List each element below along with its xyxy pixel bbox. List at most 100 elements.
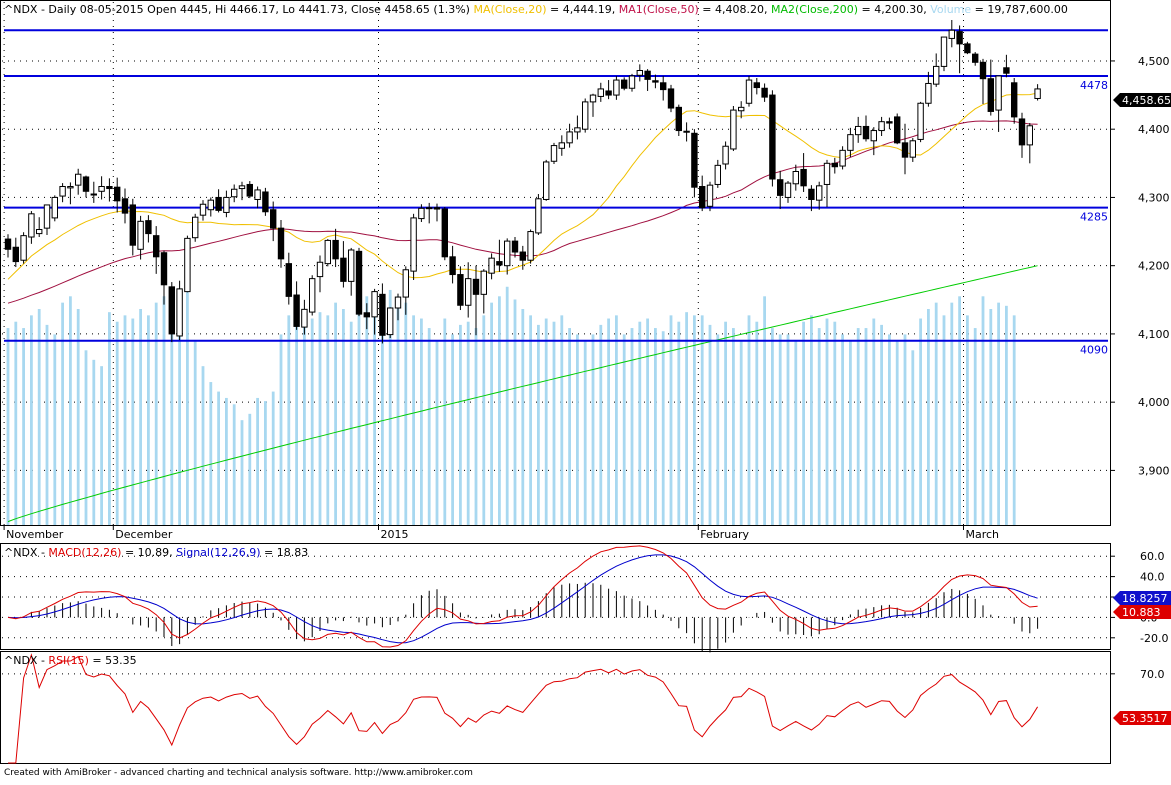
candle — [855, 116, 862, 143]
volume-bar — [53, 334, 57, 525]
candle — [979, 58, 987, 104]
candle-body — [621, 79, 628, 89]
candle — [995, 75, 1002, 132]
volume-bar — [677, 321, 681, 525]
rsi-plot: 70.0 — [2, 653, 1165, 764]
volume-bar — [193, 340, 197, 525]
candle — [652, 74, 659, 89]
volume-bar — [981, 296, 985, 525]
candle — [964, 41, 971, 55]
volume-bar — [685, 312, 688, 525]
candle-body — [808, 188, 815, 200]
candle — [597, 82, 604, 102]
candle-body — [433, 207, 441, 210]
candle-body — [839, 149, 846, 167]
candle — [901, 123, 909, 175]
candle-body — [675, 106, 682, 132]
candle-body — [192, 216, 199, 239]
candle-body — [238, 185, 246, 190]
candle — [114, 177, 121, 213]
volume-bar — [786, 334, 790, 525]
candle-body — [340, 257, 347, 282]
candle-body — [1018, 118, 1026, 146]
candle — [558, 135, 565, 156]
volume-bar — [942, 315, 946, 525]
candle-body — [550, 145, 558, 162]
volume-bar — [45, 324, 49, 525]
candle — [43, 204, 51, 235]
candle-body — [277, 227, 285, 260]
symbol-label: ^NDX - Daily 08-05-2015 Open 4445, Hi 44… — [4, 3, 470, 16]
volume-bar — [810, 315, 813, 525]
signal-box: 18.8257 — [1113, 591, 1171, 605]
candle-body — [67, 186, 74, 189]
candle — [636, 64, 643, 82]
candle-body — [605, 90, 612, 96]
candle-body — [199, 203, 207, 216]
candle — [418, 204, 425, 222]
axes: 4,500 4,400 4,300 4,200 4,100 4,000 3,900 Novem… — [3, 55, 1170, 541]
volume-bar — [474, 328, 478, 525]
candle-body — [519, 251, 526, 261]
volume-bar — [147, 315, 150, 525]
volume-bar — [732, 328, 735, 525]
candle-body — [402, 269, 410, 298]
candle-body — [426, 207, 433, 210]
candle-body — [371, 291, 378, 318]
candle — [839, 146, 846, 170]
candle — [972, 52, 979, 66]
candle-body — [480, 270, 488, 295]
candle — [51, 195, 58, 222]
candle — [925, 71, 932, 107]
volume-bar — [451, 334, 454, 525]
candle-body — [293, 294, 300, 327]
volume-bar — [342, 309, 345, 525]
svg-text:18.8257: 18.8257 — [1122, 592, 1168, 605]
candle — [4, 234, 12, 258]
candle — [371, 288, 378, 335]
svg-text:4,458.65: 4,458.65 — [1122, 94, 1171, 107]
candle — [199, 200, 207, 221]
candle-body — [51, 196, 58, 219]
signal-label: Signal(12,26,9) — [176, 546, 260, 559]
volume-bar — [412, 315, 415, 525]
svg-text:10.883: 10.883 — [1122, 606, 1161, 619]
candle-body — [1003, 67, 1010, 74]
candle — [769, 90, 776, 187]
candle-body — [613, 79, 620, 96]
candle-body — [363, 312, 371, 318]
volume-bar — [240, 420, 244, 525]
volume-bar — [529, 315, 532, 525]
volume-bar — [256, 397, 259, 525]
candle-body — [121, 198, 129, 214]
horizontal-lines[interactable]: 4478 4285 4090 — [4, 29, 1108, 357]
candle-body — [831, 162, 838, 168]
candle-body — [722, 145, 729, 165]
volume-bar — [108, 312, 111, 525]
price-title: ^NDX - Daily 08-05-2015 Open 4445, Hi 44… — [4, 3, 1068, 16]
volume-bar — [115, 321, 119, 525]
candle-body — [597, 88, 604, 97]
volume-bar — [271, 391, 275, 525]
candle-body — [667, 88, 675, 109]
candle — [550, 142, 558, 164]
candle-body — [886, 121, 893, 124]
candle-body — [730, 109, 737, 150]
candle — [543, 159, 550, 201]
candle — [394, 293, 402, 321]
volume-bar — [131, 318, 135, 525]
rsi-title: ^NDX - RSI(15) = 53.35 — [4, 654, 137, 667]
ma20-label: MA(Close,20) — [473, 3, 546, 16]
candle-body — [972, 53, 979, 63]
candle — [605, 80, 612, 100]
volume-bar — [303, 318, 306, 525]
candle-body — [496, 261, 503, 266]
volume-bar — [755, 321, 759, 525]
candle-body — [129, 204, 137, 246]
candle-body — [457, 274, 464, 306]
volume-bar — [568, 328, 571, 525]
candle-body — [636, 70, 643, 76]
candle — [238, 181, 246, 201]
volume-bar — [927, 309, 930, 525]
